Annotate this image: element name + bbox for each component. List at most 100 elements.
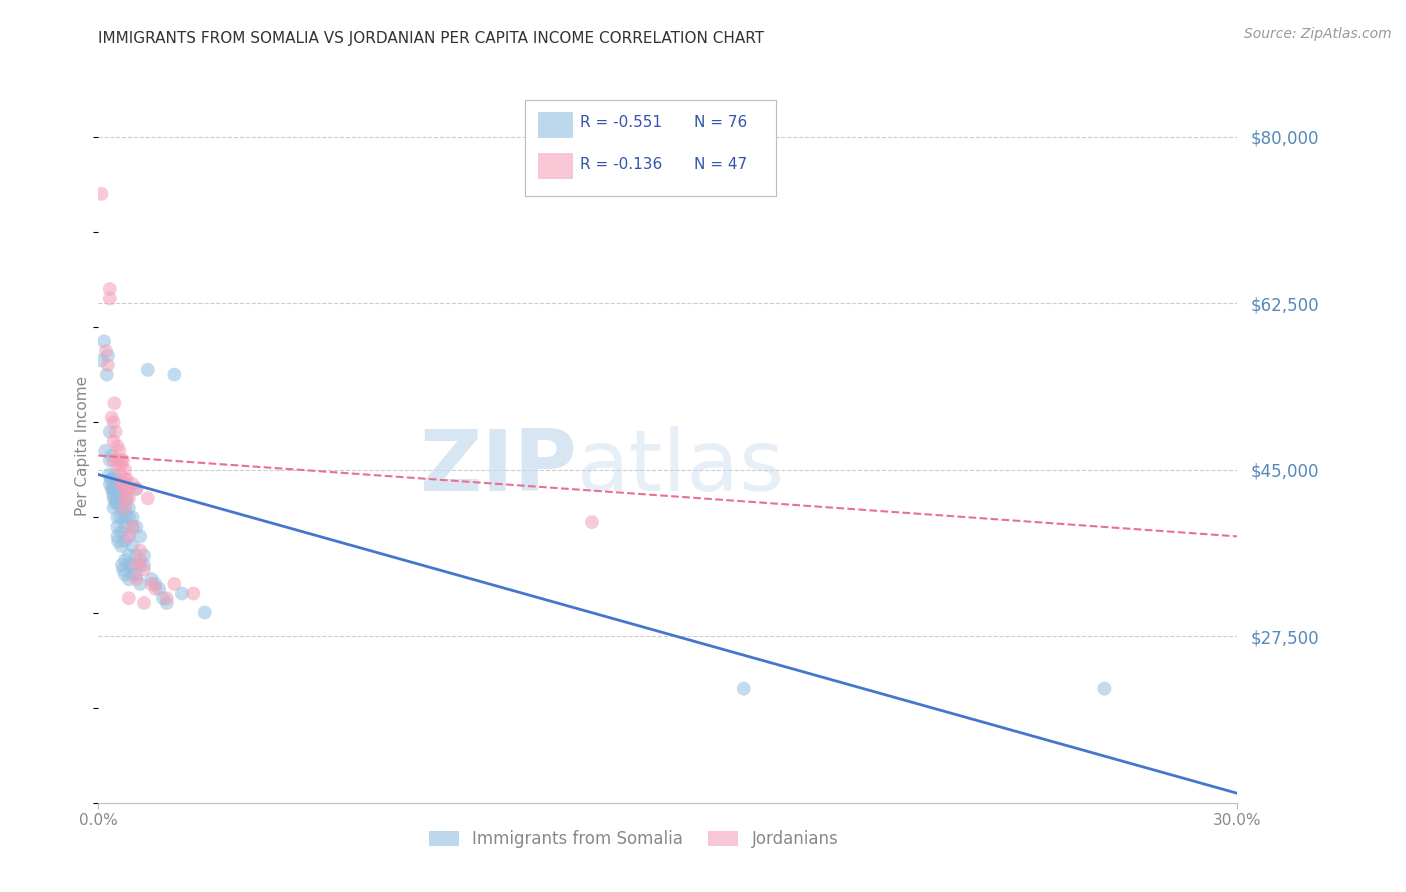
Point	[125, 567, 148, 582]
Point	[100, 482, 122, 496]
Point	[581, 515, 603, 529]
Point	[129, 543, 152, 558]
Point	[103, 396, 125, 410]
Point	[112, 453, 135, 467]
Point	[107, 529, 129, 543]
Text: R = -0.551: R = -0.551	[581, 115, 662, 130]
Point	[136, 491, 159, 506]
Point	[97, 349, 120, 363]
Point	[110, 524, 132, 539]
Point	[183, 586, 205, 600]
Point	[125, 549, 148, 563]
Point	[125, 520, 148, 534]
Point	[108, 482, 131, 496]
Point	[103, 453, 125, 467]
Text: Source: ZipAtlas.com: Source: ZipAtlas.com	[1244, 27, 1392, 41]
Point	[107, 472, 129, 486]
Point	[114, 482, 136, 496]
Point	[98, 477, 121, 491]
Point	[103, 500, 125, 515]
Point	[132, 563, 155, 577]
Point	[121, 477, 143, 491]
Point	[96, 368, 118, 382]
Point	[121, 510, 143, 524]
Point	[118, 491, 141, 506]
Point	[103, 472, 125, 486]
Point	[118, 591, 141, 606]
Point	[114, 534, 136, 549]
Point	[141, 577, 163, 591]
Point	[132, 558, 155, 572]
Point	[104, 425, 127, 439]
Point	[1094, 681, 1116, 696]
Point	[136, 363, 159, 377]
Point	[114, 510, 136, 524]
Point	[125, 482, 148, 496]
Point	[107, 520, 129, 534]
Point	[115, 472, 138, 486]
Point	[118, 572, 141, 586]
Point	[118, 529, 141, 543]
Point	[115, 491, 138, 506]
Point	[97, 358, 120, 372]
FancyBboxPatch shape	[538, 112, 572, 137]
Point	[118, 529, 141, 543]
Legend: Immigrants from Somalia, Jordanians: Immigrants from Somalia, Jordanians	[422, 824, 845, 855]
Point	[94, 443, 117, 458]
Point	[110, 539, 132, 553]
Point	[125, 482, 148, 496]
Point	[108, 443, 131, 458]
Point	[110, 467, 132, 482]
Point	[90, 353, 112, 368]
Text: ZIP: ZIP	[419, 425, 576, 509]
Point	[103, 482, 125, 496]
Point	[104, 491, 127, 506]
Text: R = -0.136: R = -0.136	[581, 157, 662, 171]
Point	[107, 439, 129, 453]
Point	[94, 343, 117, 358]
Point	[104, 496, 127, 510]
Point	[141, 572, 163, 586]
Point	[129, 577, 152, 591]
Point	[132, 549, 155, 563]
Point	[103, 415, 125, 429]
Point	[114, 482, 136, 496]
Point	[100, 449, 122, 463]
Point	[114, 520, 136, 534]
Point	[103, 482, 125, 496]
Point	[118, 500, 141, 515]
Point	[129, 553, 152, 567]
Point	[121, 520, 143, 534]
Point	[103, 434, 125, 449]
Text: IMMIGRANTS FROM SOMALIA VS JORDANIAN PER CAPITA INCOME CORRELATION CHART: IMMIGRANTS FROM SOMALIA VS JORDANIAN PER…	[98, 31, 765, 46]
Point	[145, 582, 167, 596]
Point	[114, 491, 136, 506]
Point	[98, 467, 121, 482]
Point	[156, 591, 179, 606]
Point	[125, 572, 148, 586]
Point	[107, 534, 129, 549]
Point	[103, 467, 125, 482]
Point	[112, 563, 135, 577]
Point	[98, 453, 121, 467]
Point	[98, 292, 121, 306]
Text: N = 76: N = 76	[695, 115, 748, 130]
FancyBboxPatch shape	[538, 153, 572, 178]
Point	[118, 549, 141, 563]
Point	[93, 334, 115, 349]
Point	[121, 520, 143, 534]
Point	[107, 496, 129, 510]
Point	[110, 477, 132, 491]
Point	[118, 558, 141, 572]
Point	[156, 596, 179, 610]
FancyBboxPatch shape	[526, 100, 776, 196]
Point	[132, 596, 155, 610]
Point	[107, 453, 129, 467]
Text: N = 47: N = 47	[695, 157, 747, 171]
Point	[110, 486, 132, 500]
Point	[733, 681, 755, 696]
Point	[145, 577, 167, 591]
Point	[110, 510, 132, 524]
Point	[110, 453, 132, 467]
Point	[114, 500, 136, 515]
